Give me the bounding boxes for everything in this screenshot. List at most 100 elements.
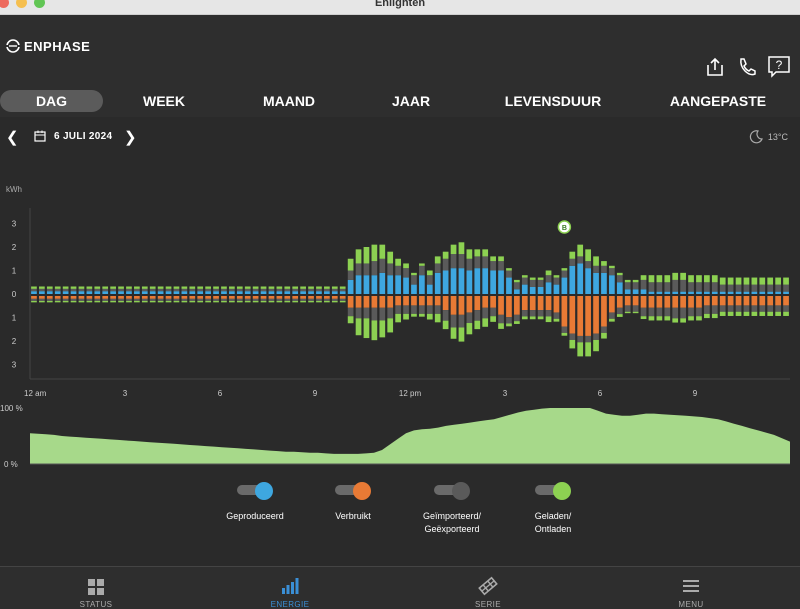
consumed-bar [157, 296, 164, 299]
nav-serie[interactable]: SERIE [428, 567, 548, 609]
grid-bar [284, 288, 291, 292]
tab-maand[interactable]: MAAND [262, 93, 316, 109]
tab-dag[interactable]: DAG [0, 90, 103, 112]
legend-produced[interactable]: Geproduceerd [195, 482, 315, 523]
battery-bar [632, 311, 639, 314]
consumed-bar [244, 296, 251, 299]
battery-bar [506, 268, 512, 271]
battery-bar [561, 268, 568, 271]
grid-bar [719, 284, 726, 292]
legend-battery[interactable]: Geladen/Ontladen [493, 482, 613, 536]
x-tick-label: 6 [598, 389, 603, 398]
calendar-icon[interactable] [34, 130, 46, 142]
close-window-button[interactable] [0, 0, 9, 8]
produced-bar [664, 291, 671, 294]
zoom-window-button[interactable] [34, 0, 45, 8]
grid-bar [672, 307, 679, 319]
grid-bar [347, 270, 354, 280]
produced-bar [134, 291, 140, 294]
grid-bar [537, 279, 544, 287]
selected-date[interactable]: 6 JULI 2024 [54, 131, 113, 142]
battery-bar [640, 316, 647, 320]
battery-bar [94, 300, 101, 303]
grid-bar [363, 307, 370, 319]
battery-bar [379, 320, 386, 338]
consumed-bar [308, 296, 314, 299]
grid-bar [39, 298, 45, 301]
next-day-button[interactable]: ❯ [124, 129, 137, 146]
consumed-bar [767, 296, 774, 306]
battery-bar [181, 286, 188, 289]
legend-grid[interactable]: Geïmporteerd/Geëxporteerd [392, 482, 512, 536]
grid-bar [609, 268, 615, 276]
battery-bar [213, 286, 219, 289]
tab-aangepaste[interactable]: AANGEPASTE [669, 93, 767, 109]
grid-bar [260, 298, 267, 301]
phone-icon[interactable] [735, 55, 759, 79]
consumed-bar [474, 296, 481, 311]
produced-bar [173, 291, 180, 294]
battery-bar [339, 286, 346, 289]
produced-bar [284, 291, 291, 294]
consumed-bar [498, 296, 504, 315]
consumed-bar [39, 296, 45, 299]
grid-bar [585, 335, 591, 343]
battery-bar [521, 316, 528, 320]
grid-bar [331, 298, 338, 301]
grid-bar [601, 265, 607, 273]
legend-consumed[interactable]: Verbruikt [293, 482, 413, 523]
produced-bar [324, 291, 330, 294]
temperature: 13°C [767, 132, 788, 142]
grid-bar [268, 288, 275, 292]
battery-toggle[interactable] [535, 482, 571, 500]
grid-bar [458, 314, 465, 328]
tab-week[interactable]: WEEK [143, 93, 185, 109]
consumed-bar [78, 296, 85, 299]
grid-bar [719, 305, 726, 312]
help-icon[interactable]: ? [767, 55, 791, 79]
share-icon[interactable] [703, 55, 727, 79]
tab-levensduur[interactable]: LEVENSDUUR [504, 93, 602, 109]
grid-bar [577, 256, 584, 264]
previous-day-button[interactable]: ❮ [6, 129, 19, 146]
grid-toggle[interactable] [434, 482, 470, 500]
grid-bar [316, 298, 322, 301]
consumed-bar [419, 296, 425, 306]
battery-bar [110, 300, 116, 303]
legend-produced-label: Geproduceerd [226, 511, 284, 521]
produced-bar [727, 291, 734, 294]
y-tick-label: 2 [12, 243, 17, 252]
battery-bar [609, 265, 615, 269]
solar-panel-icon [478, 576, 498, 596]
battery-bar [46, 300, 53, 303]
grid-bar [157, 288, 164, 292]
consumed-bar [442, 296, 449, 311]
battery-bar [347, 258, 354, 271]
nav-status[interactable]: STATUS [36, 567, 156, 609]
produced-bar [735, 291, 742, 294]
grid-bar [632, 305, 639, 312]
grid-icon [88, 579, 104, 595]
produced-toggle[interactable] [237, 482, 273, 500]
consumed-bar [379, 296, 386, 308]
produced-bar [110, 291, 116, 294]
battery-bar [680, 318, 686, 323]
consumed-bar [593, 296, 599, 334]
nav-menu[interactable]: MENU [631, 567, 751, 609]
grid-bar [450, 254, 457, 269]
produced-bar [585, 268, 591, 294]
produced-bar [308, 291, 314, 294]
battery-bar [419, 263, 425, 266]
consumed-bar [395, 296, 401, 306]
produced-bar [616, 282, 623, 294]
tab-jaar[interactable]: JAAR [391, 93, 431, 109]
grid-bar [102, 298, 109, 301]
produced-bar [141, 291, 148, 294]
grid-bar [648, 307, 655, 317]
hamburger-menu-icon [683, 580, 699, 592]
consumed-bar [339, 296, 346, 299]
produced-bar [316, 291, 322, 294]
nav-energie[interactable]: ENERGIE [230, 567, 350, 609]
minimize-window-button[interactable] [16, 0, 27, 8]
consumed-toggle[interactable] [335, 482, 371, 500]
